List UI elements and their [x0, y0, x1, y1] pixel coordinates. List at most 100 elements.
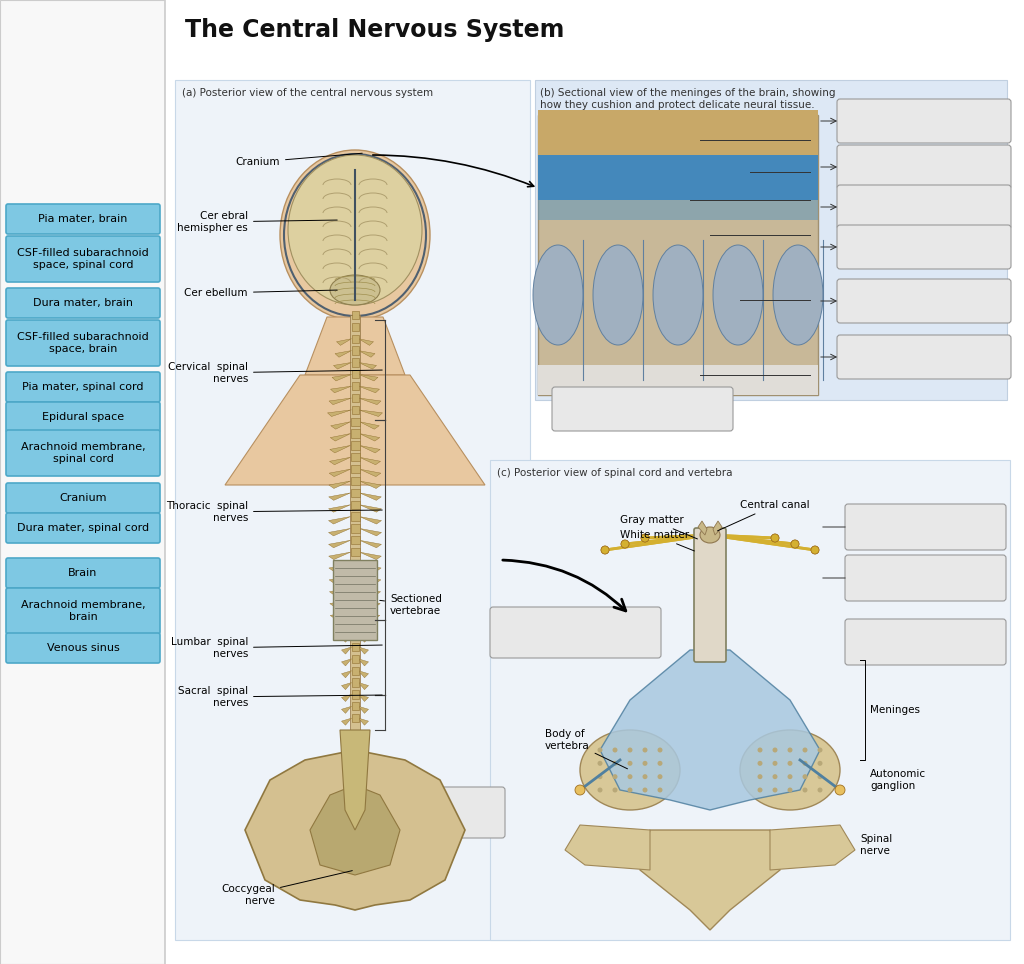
Text: Epidural space: Epidural space [42, 412, 124, 422]
FancyBboxPatch shape [6, 402, 160, 432]
Polygon shape [329, 552, 350, 560]
FancyBboxPatch shape [350, 429, 359, 438]
FancyBboxPatch shape [350, 536, 359, 545]
Polygon shape [358, 410, 383, 416]
Polygon shape [329, 528, 350, 536]
Circle shape [641, 534, 649, 542]
Polygon shape [359, 469, 381, 476]
FancyBboxPatch shape [538, 110, 818, 165]
FancyBboxPatch shape [350, 596, 359, 603]
FancyBboxPatch shape [837, 185, 1011, 229]
FancyBboxPatch shape [6, 483, 160, 513]
FancyBboxPatch shape [490, 460, 1010, 940]
Text: Thoracic  spinal
nerves: Thoracic spinal nerves [166, 501, 382, 522]
Polygon shape [330, 445, 350, 453]
Circle shape [771, 534, 779, 542]
Polygon shape [359, 421, 379, 429]
FancyBboxPatch shape [6, 288, 160, 318]
Text: Spinal
nerve: Spinal nerve [860, 834, 892, 856]
Polygon shape [358, 671, 369, 678]
Text: Cervical  spinal
nerves: Cervical spinal nerves [168, 362, 382, 384]
Polygon shape [359, 493, 381, 500]
FancyBboxPatch shape [351, 690, 358, 699]
Polygon shape [341, 707, 351, 713]
Ellipse shape [653, 245, 703, 345]
Circle shape [628, 788, 633, 792]
FancyBboxPatch shape [351, 346, 358, 355]
Polygon shape [359, 564, 381, 572]
FancyBboxPatch shape [350, 548, 359, 556]
Text: (b) Sectional view of the meninges of the brain, showing
how they cushion and pr: (b) Sectional view of the meninges of th… [540, 88, 836, 110]
Polygon shape [358, 374, 378, 381]
FancyBboxPatch shape [552, 387, 733, 431]
Text: Pia mater, brain: Pia mater, brain [38, 214, 128, 224]
Polygon shape [358, 647, 369, 654]
FancyBboxPatch shape [6, 513, 160, 543]
Circle shape [817, 788, 822, 792]
Circle shape [597, 774, 602, 779]
Polygon shape [341, 635, 351, 642]
FancyBboxPatch shape [350, 453, 359, 462]
FancyBboxPatch shape [6, 633, 160, 663]
Circle shape [628, 747, 633, 753]
FancyBboxPatch shape [351, 714, 358, 722]
Text: Sacral  spinal
nerves: Sacral spinal nerves [178, 686, 382, 708]
Text: Venous sinus: Venous sinus [47, 643, 120, 653]
Polygon shape [358, 387, 380, 392]
Polygon shape [358, 398, 381, 405]
Polygon shape [359, 552, 381, 560]
FancyBboxPatch shape [351, 666, 358, 675]
FancyBboxPatch shape [351, 679, 358, 686]
Circle shape [612, 788, 617, 792]
Polygon shape [359, 517, 382, 524]
Polygon shape [359, 588, 381, 595]
Polygon shape [359, 600, 380, 607]
FancyBboxPatch shape [0, 0, 165, 964]
Text: CSF-filled subarachnoid
space, brain: CSF-filled subarachnoid space, brain [17, 333, 148, 354]
Polygon shape [358, 718, 369, 725]
Circle shape [657, 788, 663, 792]
FancyBboxPatch shape [351, 619, 358, 628]
Polygon shape [335, 351, 351, 358]
Circle shape [628, 774, 633, 779]
Polygon shape [337, 338, 351, 345]
Polygon shape [330, 457, 350, 465]
FancyBboxPatch shape [175, 80, 530, 940]
Circle shape [758, 747, 763, 753]
Polygon shape [341, 683, 351, 689]
FancyBboxPatch shape [6, 588, 160, 634]
Polygon shape [341, 624, 351, 630]
Polygon shape [340, 730, 370, 830]
Polygon shape [359, 434, 380, 442]
FancyBboxPatch shape [350, 607, 359, 616]
Circle shape [791, 540, 799, 548]
FancyBboxPatch shape [351, 702, 358, 710]
Polygon shape [329, 517, 350, 524]
Text: Body of
vertebra: Body of vertebra [545, 729, 628, 769]
Ellipse shape [280, 150, 430, 320]
Polygon shape [341, 658, 351, 666]
Polygon shape [359, 481, 381, 489]
FancyBboxPatch shape [837, 225, 1011, 269]
Circle shape [787, 774, 793, 779]
FancyBboxPatch shape [837, 279, 1011, 323]
FancyBboxPatch shape [351, 631, 358, 639]
Text: Arachnoid membrane,
brain: Arachnoid membrane, brain [20, 601, 145, 622]
Text: Meninges: Meninges [870, 705, 920, 715]
Polygon shape [341, 647, 351, 654]
Text: Dura mater, spinal cord: Dura mater, spinal cord [17, 523, 150, 533]
FancyBboxPatch shape [845, 555, 1006, 601]
Polygon shape [358, 362, 377, 369]
FancyBboxPatch shape [165, 0, 1024, 964]
Polygon shape [329, 493, 350, 500]
Polygon shape [358, 351, 375, 358]
Polygon shape [358, 683, 369, 689]
Polygon shape [334, 362, 351, 369]
Polygon shape [359, 611, 380, 619]
FancyBboxPatch shape [350, 442, 359, 449]
Text: Cranium: Cranium [236, 153, 362, 167]
Circle shape [803, 774, 808, 779]
Polygon shape [329, 398, 351, 405]
FancyBboxPatch shape [837, 145, 1011, 189]
Polygon shape [329, 469, 350, 476]
